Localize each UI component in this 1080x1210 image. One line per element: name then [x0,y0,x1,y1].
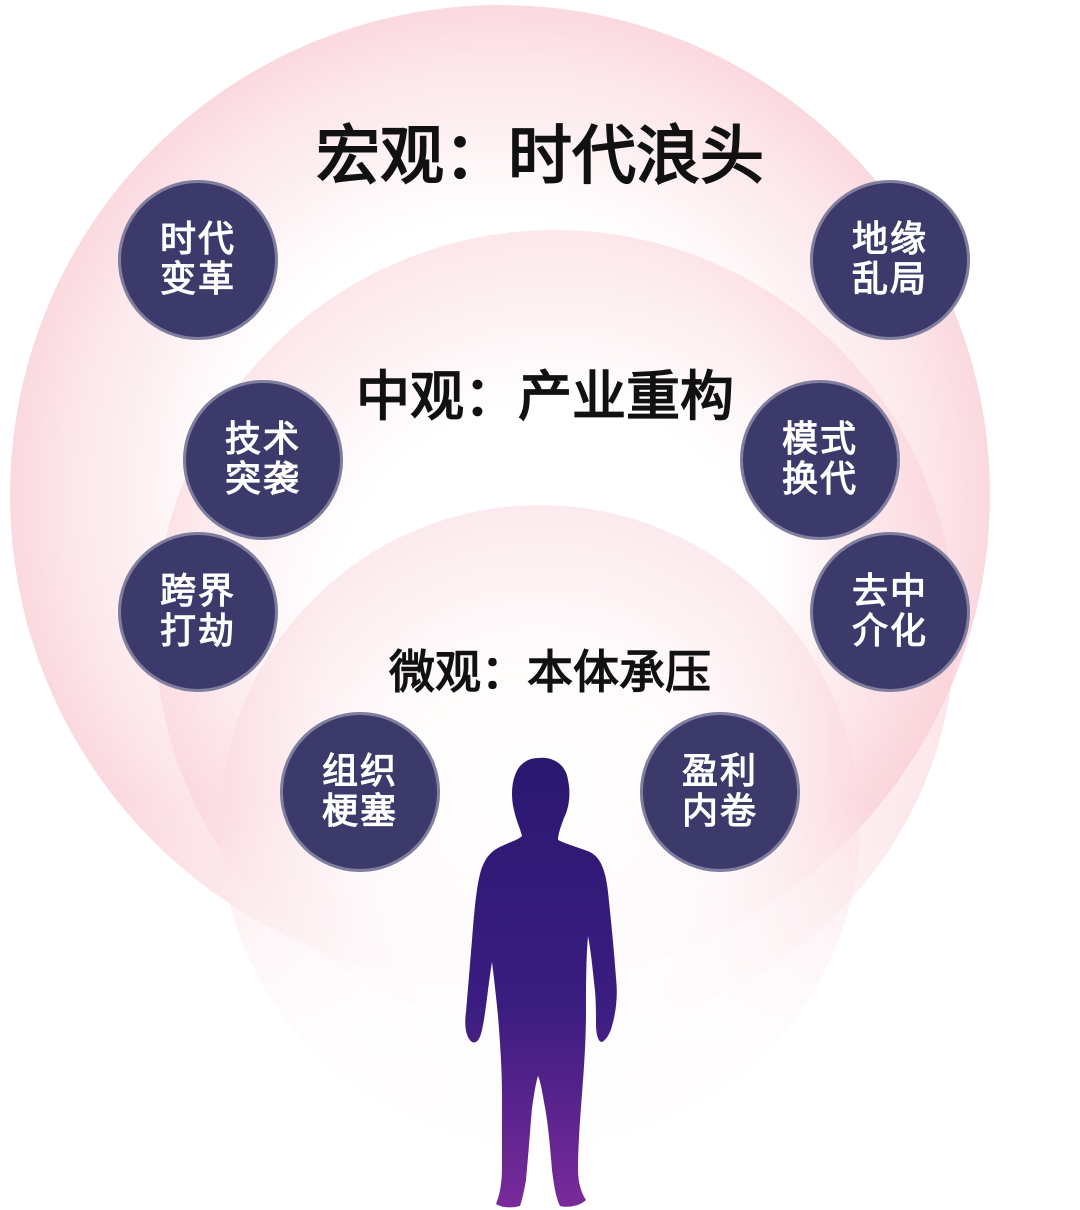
bubble-profit-involution: 盈利 内卷 [640,712,800,872]
bubble-line: 打劫 [159,611,236,652]
bubble-org-block: 组织 梗塞 [280,712,440,872]
bubble-line: 去中 [851,571,928,612]
macro-level-title: 宏观：时代浪头 [316,120,764,194]
bubble-line: 盈利 [681,751,758,792]
bubble-line: 梗塞 [321,791,398,832]
bubble-line: 内卷 [681,791,758,832]
bubble-era-change: 时代 变革 [118,180,278,340]
bubble-mode-shift: 模式 换代 [740,380,900,540]
bubble-line: 跨界 [159,571,236,612]
bubble-line: 变革 [159,259,236,300]
bubble-line: 技术 [224,419,301,460]
bubble-line: 突袭 [224,459,301,500]
bubble-line: 模式 [781,419,858,460]
bubble-line: 换代 [781,459,858,500]
bubble-line: 乱局 [851,259,928,300]
bubble-line: 时代 [159,219,236,260]
person-silhouette-icon [465,757,617,1208]
bubble-line: 组织 [321,751,398,792]
bubble-line: 介化 [851,611,928,652]
meso-level-title: 中观：产业重构 [356,365,734,428]
bubble-tech-raid: 技术 突袭 [183,380,343,540]
bubble-cross-border: 跨界 打劫 [118,532,278,692]
bubble-geo-chaos: 地缘 乱局 [810,180,970,340]
micro-level-title: 微观：本体承压 [389,645,711,699]
bubble-line: 地缘 [851,219,928,260]
bubble-disintermediation: 去中 介化 [810,532,970,692]
